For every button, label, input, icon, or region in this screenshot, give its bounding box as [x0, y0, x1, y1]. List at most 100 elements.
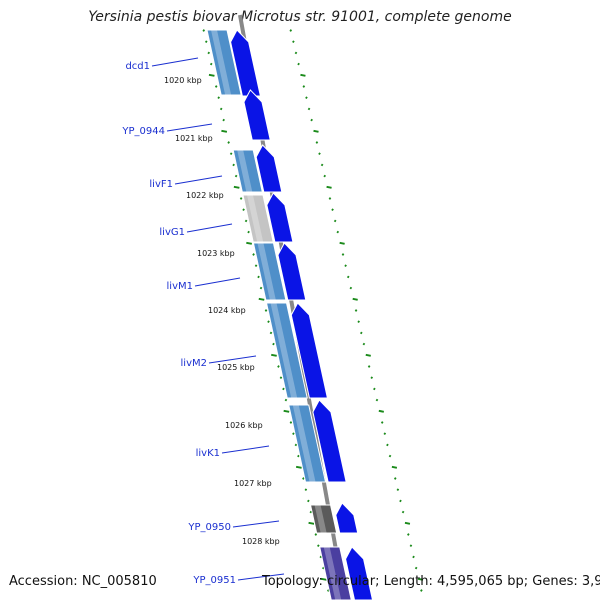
cds-highlight	[257, 243, 276, 300]
outer-tick	[404, 521, 411, 525]
inner-tick	[219, 107, 223, 111]
inner-tick	[264, 309, 268, 312]
gene-arrow[interactable]	[312, 399, 347, 483]
outer-tick	[370, 376, 374, 380]
inner-tick	[314, 533, 318, 536]
inner-tick	[204, 40, 208, 44]
outer-tick	[305, 96, 308, 100]
gene-arrow[interactable]	[277, 242, 307, 301]
gene-label-YP_0950[interactable]: YP_0950	[187, 522, 231, 533]
inner-tick	[319, 555, 323, 559]
cds-block[interactable]	[242, 194, 274, 243]
inner-tick	[254, 264, 258, 268]
gene-leader-line	[232, 520, 280, 528]
outer-tick	[339, 241, 345, 245]
cds-block[interactable]	[309, 504, 338, 534]
gene-arrow[interactable]	[266, 192, 294, 243]
inner-tick	[317, 544, 320, 548]
inner-tick	[252, 253, 255, 256]
outer-tick	[391, 465, 398, 469]
inner-tick	[209, 62, 213, 66]
inner-tick	[233, 185, 240, 189]
inner-tick	[234, 174, 238, 178]
cds-track	[206, 29, 352, 600]
cds-highlight	[211, 30, 232, 95]
gene-label-livF1[interactable]: livF1	[149, 179, 173, 190]
inner-tick	[229, 152, 233, 156]
gene-label-livM2[interactable]: livM2	[181, 358, 207, 369]
kbp-label: 1022 kbp	[186, 191, 224, 200]
gene-label-livK1[interactable]: livK1	[196, 448, 220, 459]
inner-tick	[217, 96, 220, 100]
inner-tick	[271, 353, 277, 357]
gene-arrow[interactable]	[335, 502, 359, 534]
outer-tick	[420, 589, 423, 592]
gene-label-YP_0944[interactable]: YP_0944	[121, 126, 165, 137]
outer-tick	[297, 62, 300, 66]
outer-tick	[346, 275, 350, 279]
outer-tick	[328, 197, 332, 200]
cds-block[interactable]	[319, 546, 352, 600]
gene-label-livG1[interactable]: livG1	[159, 227, 185, 238]
inner-tick	[244, 219, 248, 223]
gene-arrow[interactable]	[290, 302, 329, 399]
inner-tick	[214, 85, 218, 88]
inner-tick	[284, 398, 288, 402]
gene-label-livM1[interactable]: livM1	[167, 281, 193, 292]
outer-tick	[307, 107, 311, 111]
outer-tick	[331, 208, 334, 212]
genome-summary-text: Topology: circular; Length: 4,595,065 bp…	[262, 574, 600, 589]
outer-tick	[310, 118, 313, 122]
gene-arrow[interactable]	[345, 546, 374, 600]
inner-tick	[247, 230, 250, 234]
inner-tick	[308, 521, 315, 525]
kbp-label: 1021 kbp	[175, 134, 213, 143]
outer-tick	[341, 253, 345, 256]
gene-arrow[interactable]	[255, 144, 283, 193]
outer-tick	[349, 286, 353, 290]
gene-leader-line	[237, 573, 285, 581]
gene-label-dcd1[interactable]: dcd1	[125, 61, 150, 72]
outer-tick	[412, 555, 415, 559]
outer-tick	[292, 40, 295, 44]
gene-label-YP_0951[interactable]: YP_0951	[192, 575, 236, 586]
cds-block[interactable]	[252, 242, 287, 301]
outer-tick-track	[289, 29, 424, 592]
cds-block[interactable]	[232, 149, 263, 193]
gene-leader-line	[166, 123, 213, 132]
inner-tick	[202, 29, 206, 32]
outer-tick	[313, 129, 319, 133]
outer-tick	[373, 387, 376, 391]
inner-tick	[267, 320, 270, 324]
gene-arrow[interactable]	[243, 89, 271, 141]
inner-tick	[307, 499, 310, 503]
inner-tick	[208, 73, 215, 77]
cds-highlight	[237, 150, 253, 192]
outer-tick	[294, 51, 298, 55]
outer-tick	[359, 331, 363, 335]
inner-tick	[295, 465, 302, 469]
outer-tick	[386, 443, 389, 447]
forward-gene-track	[230, 29, 374, 600]
inner-tick	[269, 331, 273, 335]
kbp-label: 1023 kbp	[197, 249, 235, 258]
outer-tick	[352, 297, 358, 301]
inner-tick	[259, 286, 263, 290]
cds-block[interactable]	[288, 404, 327, 483]
outer-tick	[344, 264, 347, 268]
outer-tick	[378, 409, 385, 413]
outer-tick	[393, 477, 397, 480]
inner-tick	[304, 488, 308, 492]
kbp-label: 1024 kbp	[208, 306, 246, 315]
inner-tick	[242, 208, 245, 212]
outer-tick	[333, 219, 337, 223]
outer-tick	[336, 230, 340, 234]
genome-title: Yersinia pestis biovar Microtus str. 910…	[88, 9, 512, 25]
inner-tick	[292, 432, 295, 436]
cds-block[interactable]	[206, 29, 242, 96]
outer-tick	[409, 544, 413, 548]
cds-block[interactable]	[265, 302, 308, 399]
inner-tick	[321, 566, 325, 570]
gene-leader-line	[186, 223, 233, 233]
